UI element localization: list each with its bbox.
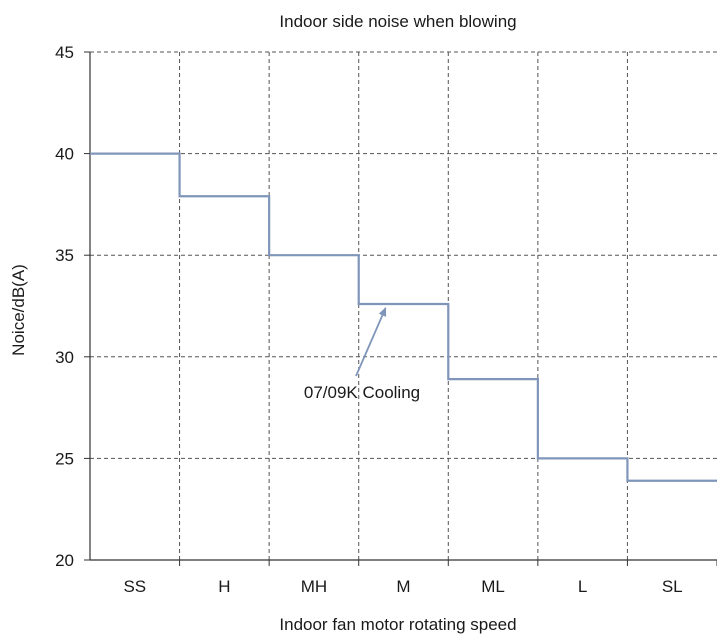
x-tick-label: SL bbox=[662, 577, 683, 596]
y-tick-label: 25 bbox=[55, 449, 74, 468]
axis-layer bbox=[84, 51, 717, 566]
x-tick-label: ML bbox=[481, 577, 505, 596]
label-layer: Indoor side noise when blowing Indoor fa… bbox=[9, 12, 683, 634]
annotation-layer bbox=[355, 307, 387, 377]
x-tick-label: SS bbox=[123, 577, 146, 596]
y-tick-label: 30 bbox=[55, 348, 74, 367]
x-tick-label: M bbox=[396, 577, 410, 596]
x-tick-label: MH bbox=[301, 577, 327, 596]
y-axis-label: Noice/dB(A) bbox=[9, 264, 28, 356]
grid-layer bbox=[90, 51, 717, 560]
x-axis-label: Indoor fan motor rotating speed bbox=[279, 615, 516, 634]
annotation-label: 07/09K Cooling bbox=[304, 383, 420, 402]
y-tick-label: 45 bbox=[55, 43, 74, 62]
x-tick-label: L bbox=[578, 577, 587, 596]
annotation-arrow bbox=[355, 307, 387, 377]
chart-title: Indoor side noise when blowing bbox=[279, 12, 516, 31]
series-layer bbox=[90, 152, 717, 482]
x-tick-label: H bbox=[218, 577, 230, 596]
y-tick-label: 35 bbox=[55, 246, 74, 265]
y-tick-label: 20 bbox=[55, 551, 74, 570]
y-tick-label: 40 bbox=[55, 145, 74, 164]
series-step-line bbox=[90, 152, 717, 482]
